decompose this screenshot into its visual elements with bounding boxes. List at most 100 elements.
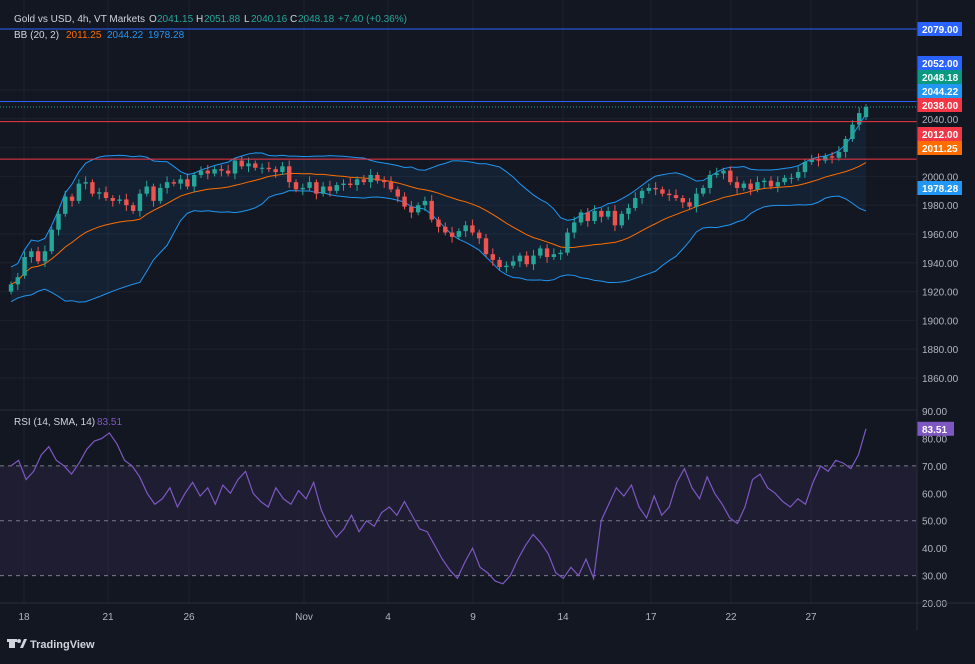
candle-body[interactable] (130, 205, 136, 211)
candle-body[interactable] (728, 170, 733, 183)
candle-body[interactable] (22, 257, 27, 276)
candle-body[interactable] (320, 186, 326, 194)
candle-body[interactable] (612, 210, 618, 226)
candle-body[interactable] (755, 182, 760, 190)
candle-body[interactable] (436, 219, 441, 227)
candle-body[interactable] (829, 156, 835, 158)
candle-body[interactable] (382, 180, 387, 183)
candle-body[interactable] (354, 179, 360, 186)
rsi-tag[interactable]: 83.51 (917, 421, 954, 436)
candle-body[interactable] (192, 174, 197, 187)
candle-body[interactable] (239, 160, 244, 167)
candle-body[interactable] (35, 251, 41, 262)
candle-body[interactable] (653, 187, 658, 190)
candle-body[interactable] (850, 124, 855, 139)
candle-body[interactable] (734, 182, 740, 188)
candle-body[interactable] (103, 192, 109, 198)
price-tag[interactable]: 2079.00 (917, 22, 962, 36)
candle-body[interactable] (795, 172, 801, 178)
candle-body[interactable] (273, 169, 278, 173)
candle-body[interactable] (232, 160, 238, 174)
candle-body[interactable] (531, 255, 536, 265)
candle-body[interactable] (721, 170, 726, 174)
candle-body[interactable] (619, 213, 624, 226)
candle-body[interactable] (158, 187, 163, 201)
candle-body[interactable] (802, 162, 808, 173)
candle-body[interactable] (144, 186, 149, 194)
candle-body[interactable] (490, 254, 495, 260)
candle-body[interactable] (178, 179, 183, 184)
symbol-legend[interactable]: Gold vs USD, 4h, VT Markets O 2041.15 H … (14, 14, 407, 25)
price-tag[interactable]: 1978.28 (917, 181, 962, 195)
candle-body[interactable] (361, 179, 367, 183)
candle-body[interactable] (544, 248, 550, 258)
candle-body[interactable] (110, 198, 115, 201)
candle-body[interactable] (680, 198, 685, 203)
candle-body[interactable] (443, 226, 448, 233)
candle-body[interactable] (422, 200, 428, 206)
candle-body[interactable] (572, 222, 577, 233)
candle-body[interactable] (327, 186, 333, 191)
candle-body[interactable] (782, 177, 787, 183)
candle-body[interactable] (836, 151, 842, 158)
candle-body[interactable] (29, 251, 34, 258)
candle-body[interactable] (334, 185, 339, 191)
candle-body[interactable] (307, 182, 312, 188)
candle-body[interactable] (775, 182, 780, 187)
candle-body[interactable] (843, 138, 848, 152)
candle-body[interactable] (660, 189, 665, 194)
candle-body[interactable] (714, 173, 719, 175)
candle-body[interactable] (151, 186, 156, 201)
candle-body[interactable] (700, 187, 706, 194)
candle-body[interactable] (15, 277, 20, 285)
candle-body[interactable] (293, 182, 299, 190)
candle-body[interactable] (809, 159, 814, 162)
price-tag[interactable]: 2048.18 (917, 70, 962, 84)
candle-body[interactable] (477, 232, 482, 239)
candle-body[interactable] (42, 251, 48, 262)
candle-body[interactable] (90, 182, 95, 194)
candle-body[interactable] (667, 193, 672, 196)
price-tag[interactable]: 2011.25 (917, 141, 962, 155)
price-tag[interactable]: 2052.00 (917, 56, 962, 70)
candle-body[interactable] (388, 182, 394, 190)
candle-body[interactable] (578, 212, 584, 223)
candle-body[interactable] (748, 183, 753, 190)
candle-body[interactable] (741, 183, 747, 188)
candle-body[interactable] (857, 113, 862, 125)
candle-body[interactable] (639, 190, 645, 198)
candle-body[interactable] (646, 187, 652, 191)
candle-body[interactable] (633, 198, 638, 209)
candle-body[interactable] (768, 180, 774, 187)
candle-body[interactable] (694, 193, 699, 207)
candle-body[interactable] (219, 169, 224, 171)
tradingview-logo[interactable]: TradingView (7, 639, 95, 651)
candle-body[interactable] (497, 259, 502, 268)
candle-body[interactable] (789, 177, 794, 179)
candle-body[interactable] (626, 208, 631, 214)
candle-body[interactable] (56, 213, 61, 230)
candle-body[interactable] (83, 182, 88, 184)
candle-body[interactable] (205, 170, 210, 174)
candle-body[interactable] (314, 182, 319, 194)
candle-body[interactable] (137, 193, 143, 211)
candle-body[interactable] (463, 225, 468, 232)
candle-body[interactable] (341, 183, 346, 186)
price-tag[interactable]: 2012.00 (917, 127, 962, 141)
candle-body[interactable] (259, 167, 265, 169)
candle-body[interactable] (212, 169, 217, 174)
candle-body[interactable] (762, 180, 767, 183)
candle-body[interactable] (246, 163, 251, 167)
candle-body[interactable] (253, 163, 258, 168)
candles[interactable] (8, 104, 869, 295)
candle-body[interactable] (707, 174, 713, 188)
candle-body[interactable] (504, 265, 509, 268)
candle-body[interactable] (280, 166, 285, 173)
candle-body[interactable] (558, 252, 563, 255)
candle-body[interactable] (592, 210, 597, 222)
candle-body[interactable] (49, 229, 54, 252)
candle-body[interactable] (164, 182, 170, 188)
candle-body[interactable] (124, 199, 129, 206)
